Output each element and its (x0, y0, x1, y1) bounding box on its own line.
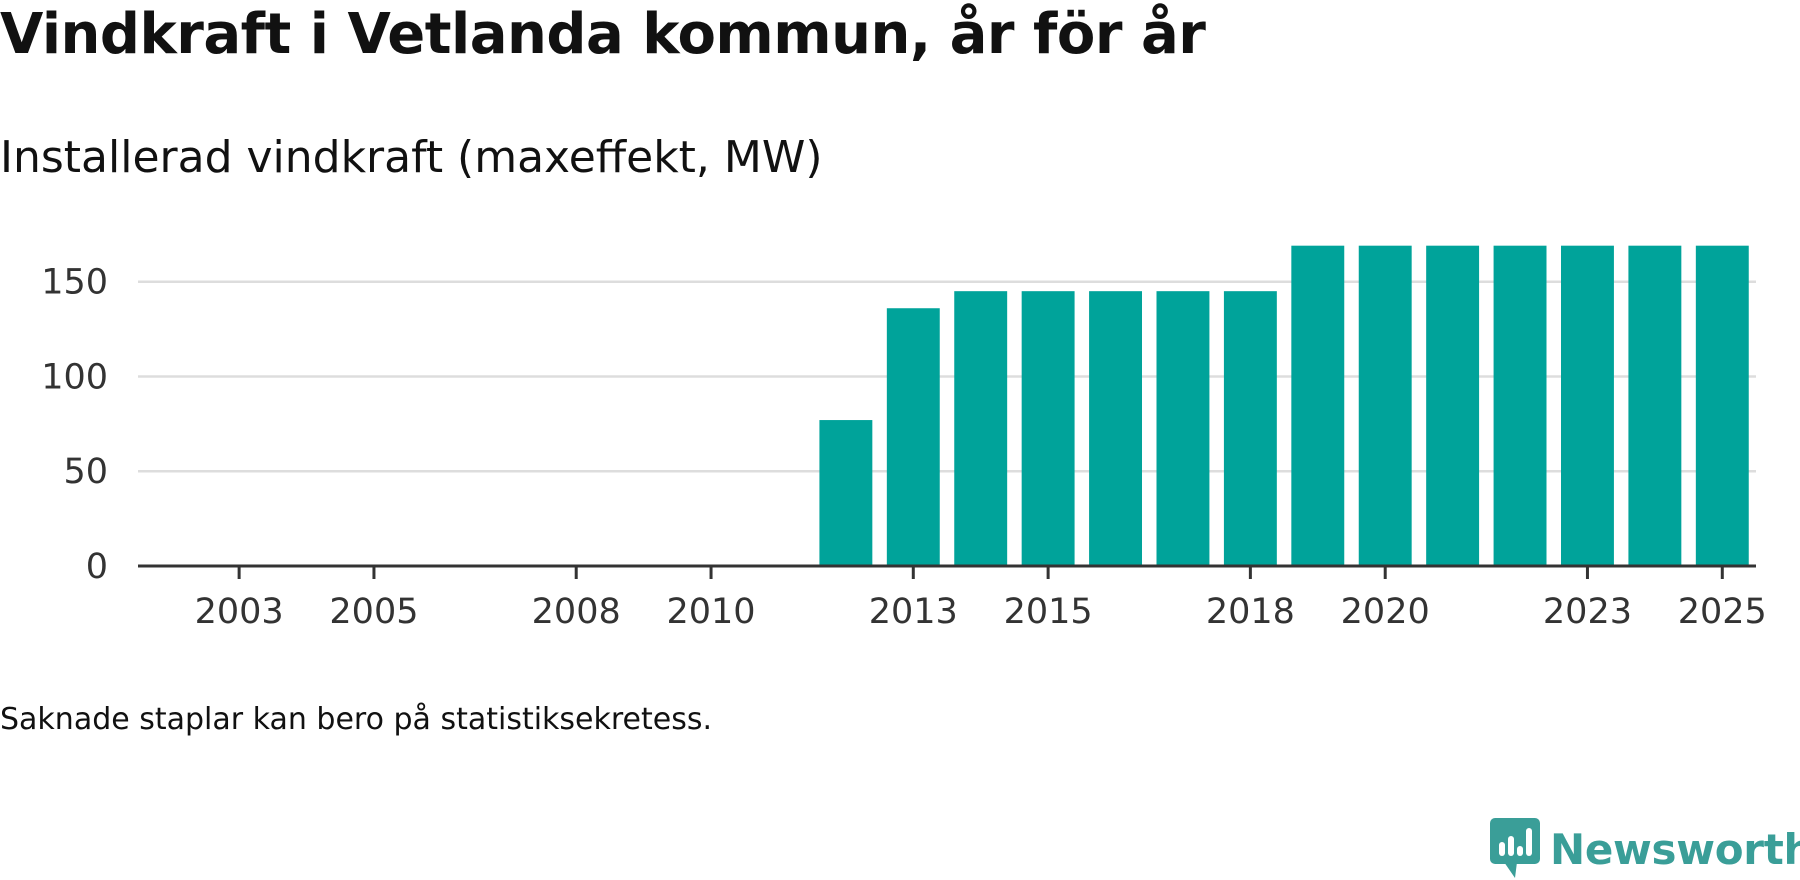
bar-2015 (1021, 291, 1075, 566)
bar-2016 (1089, 291, 1143, 566)
x-tick-label: 2013 (869, 592, 958, 632)
chart-title: Vindkraft i Vetlanda kommun, år för år (0, 2, 1206, 67)
bar-2020 (1358, 245, 1412, 567)
x-tick-label: 2005 (329, 592, 418, 632)
bar-2023 (1560, 245, 1614, 567)
bar-2012 (819, 420, 873, 566)
bar-2022 (1493, 245, 1547, 567)
bar-2018 (1223, 291, 1277, 566)
newsworthy-logo-icon (1490, 818, 1540, 878)
grid-lines (138, 280, 1756, 473)
bars (819, 245, 1749, 567)
x-tick-label: 2025 (1678, 592, 1767, 632)
bar-2014 (954, 291, 1008, 566)
bar-2019 (1291, 245, 1345, 567)
chart-subtitle: Installerad vindkraft (maxeffekt, MW) (0, 132, 823, 183)
y-tick-label: 150 (41, 263, 108, 303)
newsworthy-logo: Newsworthy (1490, 818, 1800, 880)
y-tick-label: 50 (63, 452, 108, 492)
x-tick-label: 2018 (1206, 592, 1295, 632)
y-axis-labels: 0 50 100 150 (41, 263, 108, 587)
bar-2025 (1695, 245, 1749, 567)
y-tick-label: 0 (86, 547, 108, 587)
bar-2021 (1426, 245, 1480, 567)
x-tick-label: 2008 (532, 592, 621, 632)
x-tick-label: 2015 (1004, 592, 1093, 632)
bar-2024 (1628, 245, 1682, 567)
newsworthy-logo-text: Newsworthy (1550, 824, 1800, 874)
footnote: Saknade staplar kan bero på statistiksek… (0, 702, 713, 737)
x-tick-label: 2003 (195, 592, 284, 632)
x-axis-ticks: 2003 2005 2008 2010 2013 2015 2018 2020 2023 2025 (195, 566, 1767, 632)
y-tick-label: 100 (41, 357, 108, 397)
bar-2017 (1156, 291, 1210, 566)
bar-2013 (886, 308, 940, 566)
x-tick-label: 2023 (1543, 592, 1632, 632)
x-tick-label: 2020 (1341, 592, 1430, 632)
x-tick-label: 2010 (667, 592, 756, 632)
